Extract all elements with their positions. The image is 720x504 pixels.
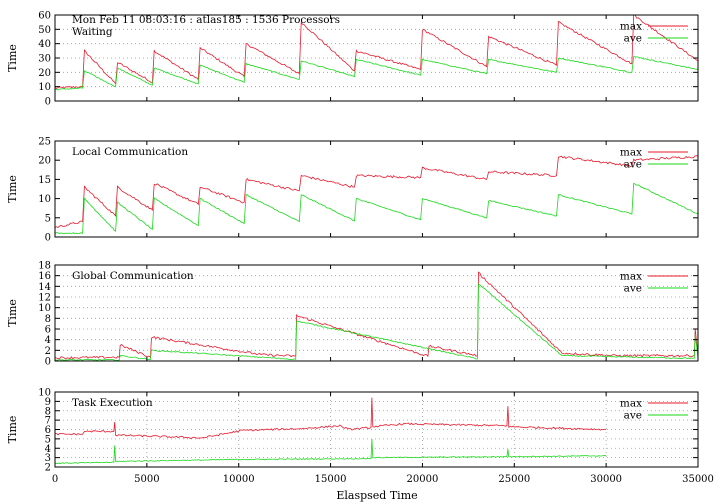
series-line-max [55,397,607,439]
x-tick-label: 15000 [315,474,347,485]
x-tick-label: 5000 [134,474,159,485]
x-tick-label: 30000 [590,474,622,485]
x-tick-label: 20000 [407,474,439,485]
y-tick-label: 7 [45,416,51,427]
y-tick-label: 6 [45,425,51,436]
y-tick-label: 5 [45,434,51,445]
y-tick-label: 6 [45,325,51,336]
legend-label: ave [624,159,642,171]
y-tick-label: 10 [38,303,51,314]
panel-annotation: Task Execution [72,397,153,409]
y-tick-label: 12 [38,293,51,304]
y-tick-label: 20 [38,68,51,79]
y-tick-label: 18 [38,261,51,272]
panel-annotation: Global Communication [72,270,194,282]
y-tick-label: 50 [38,25,51,36]
y-axis-label: Time [6,44,19,72]
x-tick-label: 0 [52,474,58,485]
legend-label: ave [624,33,642,45]
legend-label: ave [624,410,642,422]
y-tick-label: 8 [45,314,51,325]
series-line-ave [55,55,699,91]
series-line-ave [54,438,607,465]
series-line-max [54,271,699,360]
y-tick-label: 0 [45,233,51,244]
x-axis-label: Elaspsed Time [336,489,417,502]
x-tick-label: 10000 [223,474,255,485]
y-axis-label: Time [6,299,19,327]
y-tick-label: 16 [38,271,51,282]
legend-label: max [620,398,642,410]
y-tick-label: 10 [38,194,51,205]
y-tick-label: 30 [38,54,51,65]
y-tick-label: 3 [45,453,51,464]
legend-label: ave [624,283,642,295]
y-tick-label: 5 [45,213,51,224]
y-tick-label: 40 [38,39,51,50]
y-tick-label: 4 [45,335,51,346]
series-line-ave [54,283,699,361]
legend-label: max [620,147,642,159]
y-tick-label: 8 [45,406,51,417]
x-tick-label: 25000 [498,474,530,485]
y-tick-label: 9 [45,397,51,408]
y-tick-label: 20 [38,156,51,167]
y-axis-label: Time [6,175,19,203]
plot-frame [54,140,699,238]
y-tick-label: 2 [45,346,51,357]
y-tick-label: 0 [45,97,51,108]
y-tick-label: 0 [45,357,51,368]
y-tick-label: 14 [38,282,51,293]
panel-annotation: Waiting [72,26,113,38]
y-tick-label: 10 [38,388,51,399]
x-tick-label: 35000 [682,474,714,485]
y-tick-label: 2 [45,463,51,474]
panel-annotation: Local Communication [72,146,188,158]
series-line-ave [54,182,699,235]
y-tick-label: 15 [38,175,51,186]
y-tick-label: 4 [45,444,51,455]
y-tick-label: 60 [38,11,51,22]
series-line-max [54,14,699,89]
plot-frame [54,264,699,362]
legend-label: max [620,271,642,283]
y-tick-label: 25 [38,137,51,148]
legend-label: max [620,21,642,33]
y-axis-label: Time [6,416,19,444]
header-title: Mon Feb 11 08:03:16 : atlas185 : 1536 Pr… [72,14,340,26]
series-line-max [54,155,699,229]
y-tick-label: 10 [38,82,51,93]
